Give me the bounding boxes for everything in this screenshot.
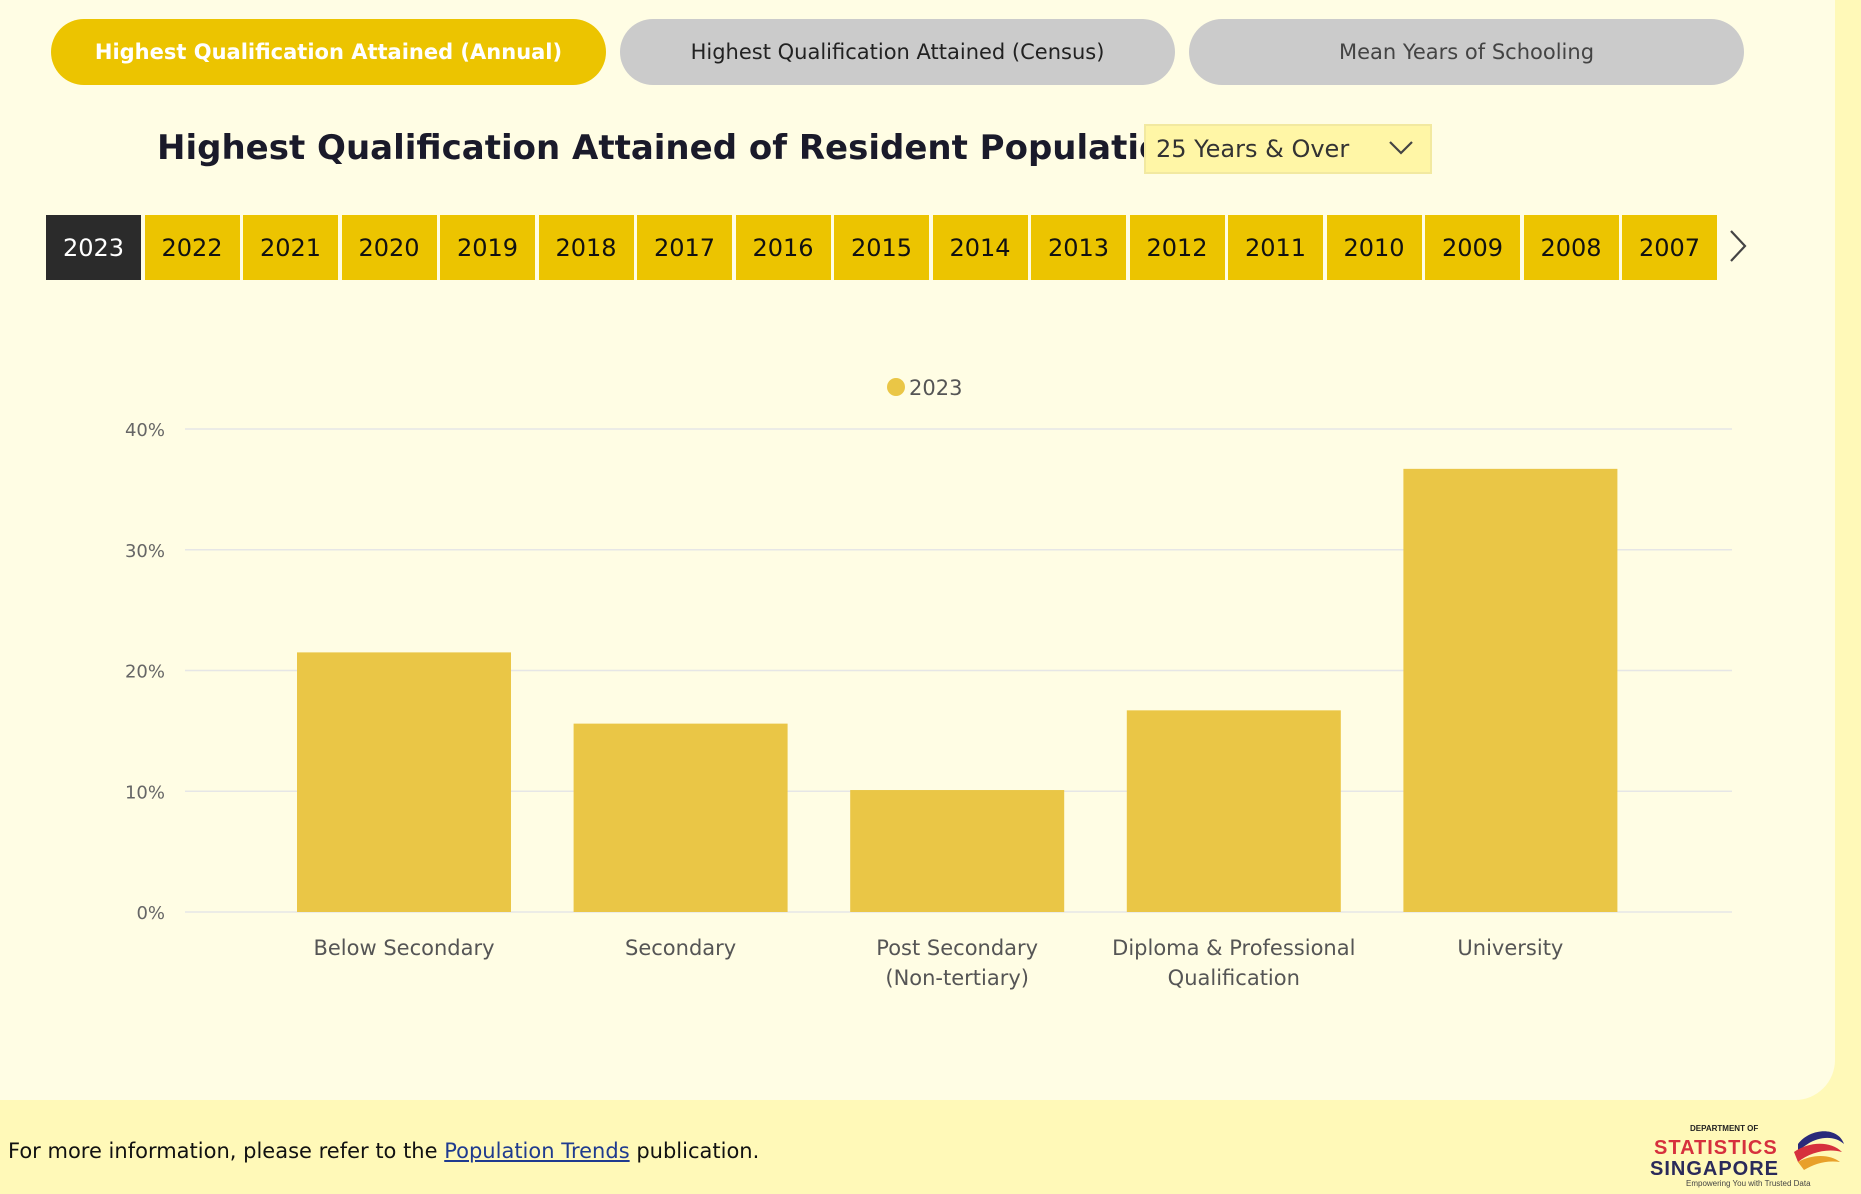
- year-2014[interactable]: 2014: [933, 215, 1028, 280]
- year-2009[interactable]: 2009: [1425, 215, 1520, 280]
- logo-tagline: Empowering You with Trusted Data: [1686, 1179, 1811, 1188]
- footer-suffix: publication.: [630, 1139, 760, 1163]
- population-trends-link[interactable]: Population Trends: [444, 1139, 629, 1163]
- year-2017[interactable]: 2017: [637, 215, 732, 280]
- footer-note: For more information, please refer to th…: [8, 1139, 759, 1163]
- x-tick-label: (Non-tertiary): [885, 966, 1029, 990]
- y-tick-label: 20%: [125, 662, 165, 683]
- chevron-down-icon: [1388, 138, 1414, 158]
- chevron-right-icon[interactable]: [1728, 228, 1748, 264]
- y-tick-label: 30%: [125, 541, 165, 562]
- bar-1[interactable]: [574, 724, 788, 912]
- x-tick-label: Qualification: [1168, 966, 1300, 990]
- y-tick-label: 40%: [125, 420, 165, 441]
- y-tick-label: 10%: [125, 782, 165, 803]
- bar-chart: 2023 0% 10% 20% 30% 40% Below Secondary Secon…: [0, 350, 1780, 1010]
- logo-line1: DEPARTMENT OF: [1690, 1124, 1758, 1133]
- tab-annual[interactable]: Highest Qualification Attained (Annual): [51, 19, 606, 85]
- year-2022[interactable]: 2022: [145, 215, 240, 280]
- year-2013[interactable]: 2013: [1031, 215, 1126, 280]
- x-tick-label: Post Secondary: [876, 936, 1038, 960]
- year-2015[interactable]: 2015: [834, 215, 929, 280]
- legend-label: 2023: [909, 376, 962, 400]
- x-tick-label: Below Secondary: [313, 936, 494, 960]
- y-tick-label: 0%: [136, 903, 165, 924]
- footer-prefix: For more information, please refer to th…: [8, 1139, 444, 1163]
- legend-marker: [887, 378, 905, 396]
- bar-2[interactable]: [850, 790, 1064, 912]
- year-2019[interactable]: 2019: [440, 215, 535, 280]
- bar-3[interactable]: [1127, 710, 1341, 912]
- bar-4[interactable]: [1403, 469, 1617, 912]
- year-2012[interactable]: 2012: [1130, 215, 1225, 280]
- year-2008[interactable]: 2008: [1524, 215, 1619, 280]
- logo-line2: STATISTICS: [1654, 1137, 1778, 1159]
- x-tick-label: Diploma & Professional: [1112, 936, 1355, 960]
- page-title: Highest Qualification Attained of Reside…: [157, 128, 1296, 168]
- x-tick-label: Secondary: [625, 936, 736, 960]
- year-2023[interactable]: 2023: [46, 215, 141, 280]
- year-2016[interactable]: 2016: [736, 215, 831, 280]
- year-2018[interactable]: 2018: [539, 215, 634, 280]
- bar-0[interactable]: [297, 652, 511, 912]
- chart-legend[interactable]: 2023: [887, 376, 962, 400]
- year-2020[interactable]: 2020: [342, 215, 437, 280]
- x-tick-label: University: [1457, 936, 1563, 960]
- year-2011[interactable]: 2011: [1228, 215, 1323, 280]
- logo-line3: SINGAPORE: [1650, 1158, 1779, 1180]
- tab-census[interactable]: Highest Qualification Attained (Census): [620, 19, 1175, 85]
- age-group-dropdown[interactable]: 25 Years & Over: [1144, 124, 1432, 174]
- dropdown-value: 25 Years & Over: [1156, 135, 1349, 163]
- year-2007[interactable]: 2007: [1622, 215, 1717, 280]
- tab-mean-years[interactable]: Mean Years of Schooling: [1189, 19, 1744, 85]
- year-2021[interactable]: 2021: [243, 215, 338, 280]
- dos-logo: DEPARTMENT OF STATISTICS SINGAPORE Empow…: [1648, 1122, 1846, 1188]
- year-2010[interactable]: 2010: [1327, 215, 1422, 280]
